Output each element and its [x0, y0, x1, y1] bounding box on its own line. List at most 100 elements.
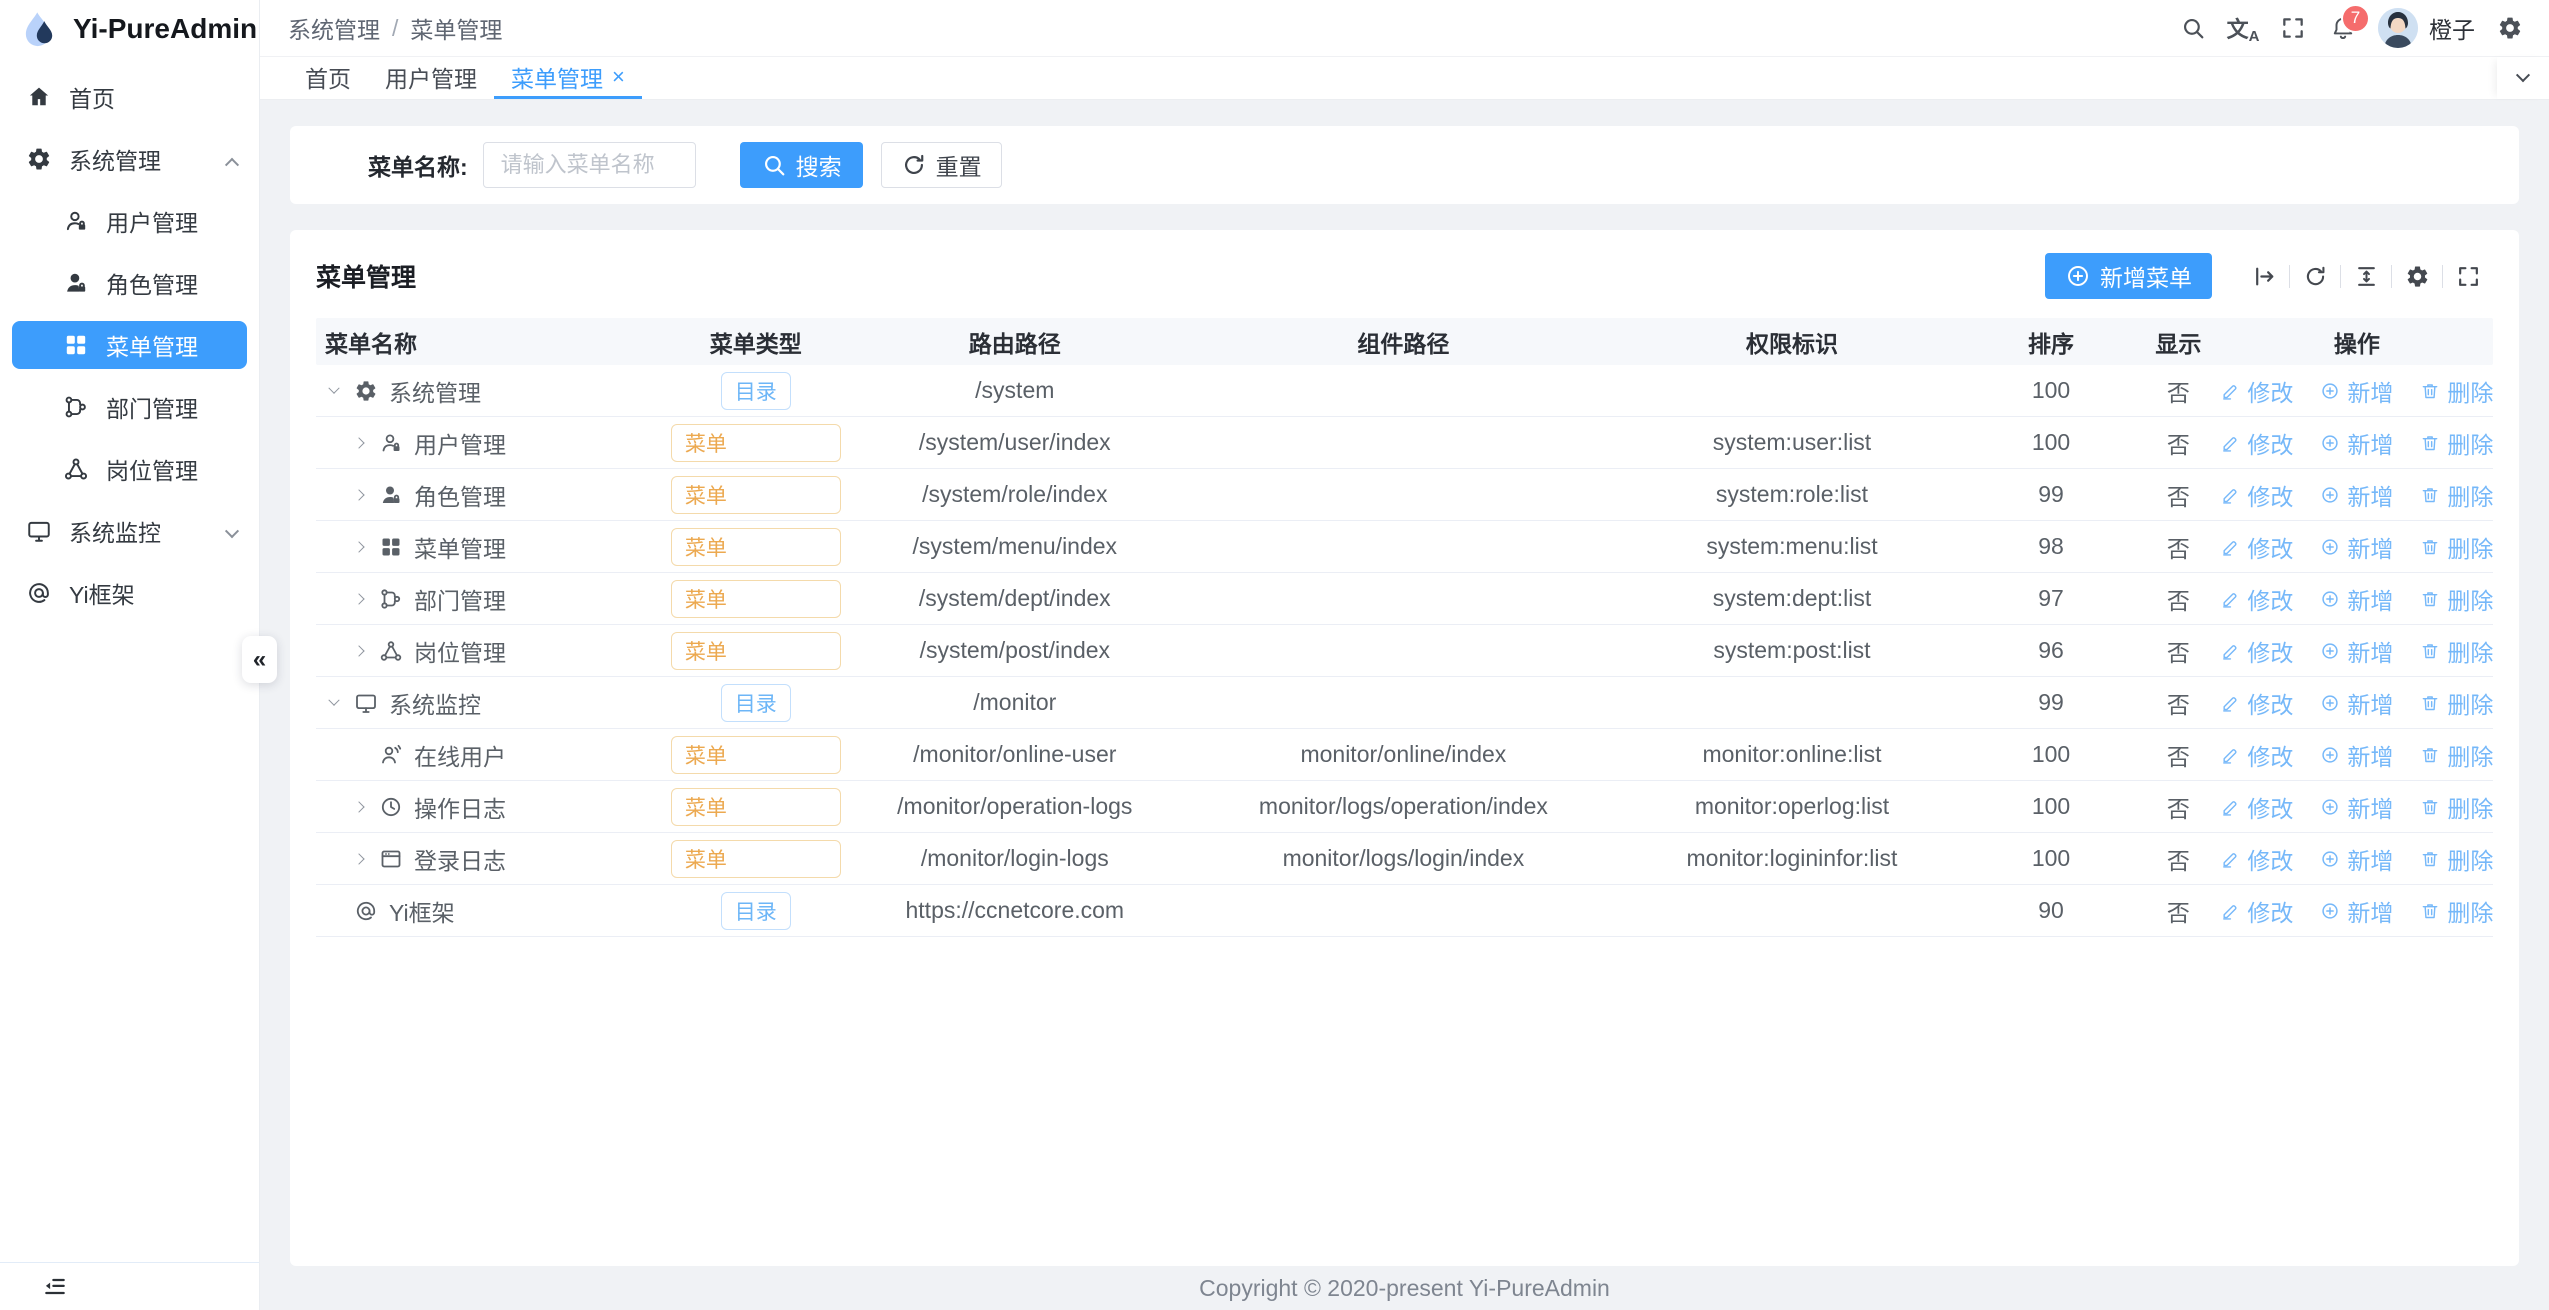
action-delete-link[interactable]: 删除: [2420, 374, 2493, 408]
action-add-link[interactable]: 新增: [2320, 634, 2393, 668]
action-add-link[interactable]: 新增: [2320, 686, 2393, 720]
cell-sort: 98: [2038, 533, 2064, 559]
breadcrumb-item[interactable]: 系统管理: [288, 17, 380, 43]
cell-route-path: /system/user/index: [918, 429, 1111, 455]
breadcrumb-separator: /: [392, 14, 399, 41]
reset-button[interactable]: 重置: [880, 142, 1002, 188]
action-edit-link[interactable]: 修改: [2221, 582, 2293, 616]
fullscreen-icon[interactable]: [2268, 0, 2318, 57]
close-icon[interactable]: ×: [612, 63, 625, 89]
translate-icon[interactable]: 文A: [2226, 16, 2260, 45]
action-delete-link[interactable]: 删除: [2420, 686, 2493, 720]
logo-row[interactable]: Yi-PureAdmin: [0, 0, 259, 58]
action-edit-link[interactable]: 修改: [2221, 374, 2293, 408]
user-menu[interactable]: 橙子: [2368, 8, 2485, 48]
action-delete-link[interactable]: 删除: [2420, 842, 2493, 876]
menu-name-text: 系统监控: [389, 691, 481, 718]
expand-right-icon[interactable]: [350, 850, 368, 868]
cell-visible: 否: [2166, 795, 2190, 822]
toolbar-divider: [2442, 264, 2443, 288]
action-delete-link[interactable]: 删除: [2420, 790, 2493, 824]
search-button[interactable]: 搜索: [739, 142, 863, 188]
action-delete-link[interactable]: 删除: [2420, 634, 2493, 668]
expand-down-icon[interactable]: [325, 382, 343, 400]
post-icon: [379, 639, 403, 663]
app-title: Yi-PureAdmin: [73, 13, 258, 44]
cell-route-path: /monitor/login-logs: [920, 845, 1109, 871]
settings-gear-icon[interactable]: [2485, 0, 2535, 57]
menu-name-input[interactable]: [482, 142, 696, 188]
cell-component-path: monitor/logs/operation/index: [1258, 793, 1548, 819]
expand-right-icon[interactable]: [350, 538, 368, 556]
sidebar-item-dept-mgmt[interactable]: 部门管理: [0, 376, 259, 438]
action-edit-link[interactable]: 修改: [2221, 790, 2293, 824]
sidebar-item-yi-framework[interactable]: Yi框架: [0, 562, 259, 624]
action-add-link[interactable]: 新增: [2320, 842, 2393, 876]
action-edit-link[interactable]: 修改: [2221, 426, 2293, 460]
action-add-link[interactable]: 新增: [2320, 894, 2393, 928]
action-edit-link[interactable]: 修改: [2221, 738, 2293, 772]
action-edit-link[interactable]: 修改: [2221, 686, 2293, 720]
table-row-system-mgmt: 系统管理 目录/system 100 否 修改 新增 删除: [316, 365, 2493, 417]
trash-icon: [2420, 485, 2440, 505]
add-menu-button[interactable]: 新增菜单: [2045, 253, 2212, 299]
search-icon[interactable]: [2168, 0, 2218, 57]
toolbar-gear-icon[interactable]: [2392, 264, 2442, 289]
action-add-link[interactable]: 新增: [2320, 530, 2393, 564]
action-edit-link[interactable]: 修改: [2221, 634, 2293, 668]
tab-home[interactable]: 首页: [288, 57, 368, 99]
action-add-link[interactable]: 新增: [2320, 790, 2393, 824]
action-add-link[interactable]: 新增: [2320, 478, 2393, 512]
sidebar-item-label: 部门管理: [106, 396, 198, 422]
sidebar-item-menu-mgmt[interactable]: 菜单管理: [12, 321, 247, 369]
action-edit-link[interactable]: 修改: [2221, 478, 2293, 512]
toolbar-refresh-icon[interactable]: [2290, 264, 2340, 289]
expand-right-icon[interactable]: [350, 434, 368, 452]
sidebar-item-user-mgmt[interactable]: 用户管理: [0, 190, 259, 252]
sidebar-item-system-mgmt[interactable]: 系统管理: [0, 128, 259, 190]
tab-user-mgmt[interactable]: 用户管理: [368, 57, 494, 99]
sidebar-collapse-button[interactable]: «: [242, 636, 277, 683]
bell-icon[interactable]: 7: [2318, 0, 2370, 57]
edit-icon: [2221, 901, 2241, 921]
action-delete-link[interactable]: 删除: [2420, 894, 2493, 928]
sidebar-item-monitor[interactable]: 系统监控: [0, 500, 259, 562]
cell-sort: 99: [2038, 689, 2064, 715]
cell-menu-name: 岗位管理: [316, 634, 671, 668]
tab-menu-mgmt[interactable]: 菜单管理 ×: [494, 57, 642, 99]
expand-right-icon[interactable]: [350, 486, 368, 504]
expand-right-icon[interactable]: [350, 798, 368, 816]
action-add-link[interactable]: 新增: [2320, 738, 2393, 772]
tabs-dropdown-button[interactable]: [2497, 57, 2549, 99]
action-delete-link[interactable]: 删除: [2420, 582, 2493, 616]
action-edit-link[interactable]: 修改: [2221, 842, 2293, 876]
action-label: 删除: [2447, 847, 2493, 874]
action-edit-link[interactable]: 修改: [2221, 530, 2293, 564]
post-icon: [63, 456, 89, 482]
sidebar-item-role-mgmt[interactable]: 角色管理: [0, 252, 259, 314]
type-tag: 菜单: [670, 787, 841, 826]
expand-right-icon[interactable]: [350, 642, 368, 660]
cell-menu-name: 操作日志: [316, 790, 671, 824]
sidebar-item-label: 角色管理: [106, 272, 198, 298]
outdent-icon[interactable]: [42, 1274, 68, 1300]
action-add-link[interactable]: 新增: [2320, 426, 2393, 460]
cell-route-path: /system/dept/index: [918, 585, 1111, 611]
action-delete-link[interactable]: 删除: [2420, 426, 2493, 460]
expand-down-icon[interactable]: [325, 694, 343, 712]
action-add-link[interactable]: 新增: [2320, 374, 2393, 408]
expand-right-icon[interactable]: [350, 590, 368, 608]
toolbar-arrow-bar-icon[interactable]: [2239, 264, 2289, 289]
cell-route-path: /system: [975, 377, 1055, 403]
toolbar-fullscreen-icon[interactable]: [2443, 264, 2493, 289]
action-add-link[interactable]: 新增: [2320, 582, 2393, 616]
action-edit-link[interactable]: 修改: [2221, 894, 2293, 928]
sidebar-item-post-mgmt[interactable]: 岗位管理: [0, 438, 259, 500]
action-delete-link[interactable]: 删除: [2420, 530, 2493, 564]
toolbar-density-icon[interactable]: [2341, 264, 2391, 289]
action-delete-link[interactable]: 删除: [2420, 478, 2493, 512]
cell-menu-type: 菜单: [670, 527, 841, 566]
cell-menu-type: 菜单: [670, 423, 841, 462]
sidebar-item-home[interactable]: 首页: [0, 66, 259, 128]
action-delete-link[interactable]: 删除: [2420, 738, 2493, 772]
